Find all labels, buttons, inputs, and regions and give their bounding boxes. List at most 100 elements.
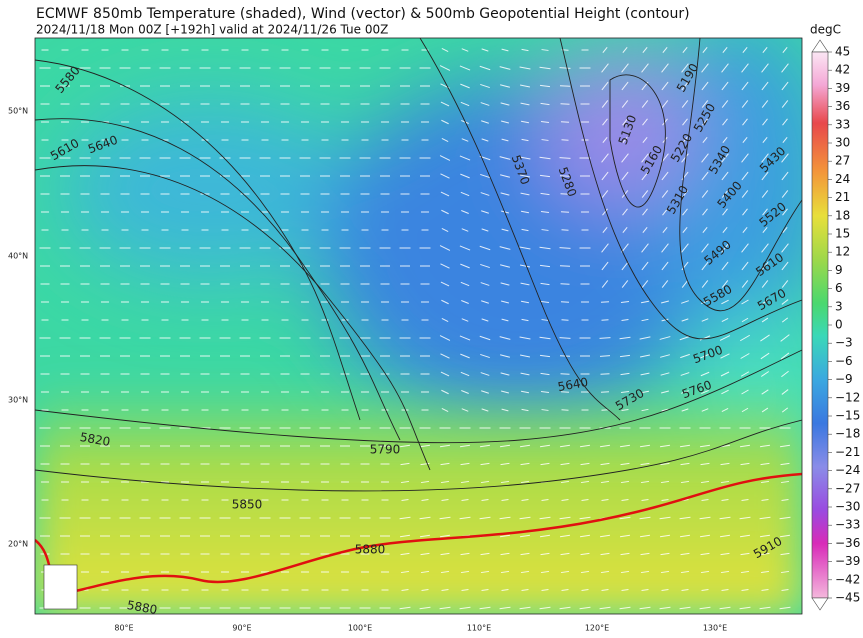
wind-vector bbox=[720, 552, 730, 556]
wind-vector bbox=[480, 192, 490, 196]
wind-vector bbox=[780, 570, 790, 574]
wind-vector bbox=[640, 390, 650, 394]
wind-vector bbox=[781, 499, 789, 501]
wind-vector bbox=[601, 261, 609, 271]
wind-vector bbox=[781, 407, 789, 413]
wind-vector bbox=[661, 589, 669, 591]
wind-vector bbox=[662, 226, 668, 234]
colorbar-label: 21 bbox=[835, 190, 850, 204]
wind-vector bbox=[641, 243, 649, 253]
wind-vector bbox=[741, 389, 749, 395]
wind-vector bbox=[599, 355, 611, 357]
wind-vector bbox=[699, 534, 711, 538]
wind-vector bbox=[742, 208, 748, 216]
wind-vector bbox=[541, 409, 549, 411]
wind-vector bbox=[441, 299, 449, 305]
wind-vector bbox=[579, 444, 591, 448]
wind-vector bbox=[779, 444, 791, 448]
wind-vector bbox=[539, 516, 551, 520]
wind-vector bbox=[741, 261, 749, 271]
wind-vector bbox=[741, 81, 749, 91]
wind-vector bbox=[659, 534, 671, 538]
colorbar-label: 36 bbox=[835, 99, 850, 113]
wind-vector bbox=[440, 101, 450, 107]
wind-vector bbox=[702, 208, 708, 216]
wind-vector bbox=[621, 261, 629, 271]
colorbar-label: −36 bbox=[835, 536, 860, 550]
wind-vector bbox=[741, 499, 749, 501]
wind-vector bbox=[500, 570, 510, 574]
wind-vector bbox=[741, 190, 749, 198]
wind-vector bbox=[520, 282, 530, 286]
wind-vector bbox=[621, 63, 629, 73]
wind-vector bbox=[681, 190, 689, 198]
wind-vector bbox=[680, 353, 690, 359]
wind-vector bbox=[481, 318, 489, 322]
wind-vector bbox=[739, 534, 751, 538]
wind-vector bbox=[501, 408, 509, 412]
wind-vector bbox=[541, 589, 549, 591]
lon-label: 130°E bbox=[703, 624, 727, 633]
wind-vector bbox=[701, 171, 709, 181]
wind-vector bbox=[399, 444, 411, 448]
wind-vector bbox=[440, 281, 450, 287]
wind-vector bbox=[480, 480, 490, 484]
colorbar-label: 24 bbox=[835, 172, 850, 186]
wind-vector bbox=[742, 226, 748, 234]
colorbar-labels: 4542393633302724211815129630−3−6−9−12−15… bbox=[828, 45, 860, 605]
wind-vector bbox=[620, 300, 630, 304]
wind-vector bbox=[781, 243, 789, 253]
wind-vector bbox=[662, 208, 668, 216]
wind-vector bbox=[661, 318, 669, 322]
wind-vector bbox=[399, 534, 411, 538]
wind-vector bbox=[660, 480, 670, 484]
wind-vector bbox=[559, 337, 571, 339]
wind-vector bbox=[681, 81, 689, 91]
wind-vector bbox=[539, 246, 551, 250]
wind-vector bbox=[699, 516, 711, 520]
wind-vector bbox=[641, 171, 649, 181]
lon-label: 90°E bbox=[232, 624, 251, 633]
colorbar-cap-bottom bbox=[811, 597, 829, 611]
wind-vector bbox=[701, 280, 709, 288]
wind-vector bbox=[520, 570, 530, 574]
wind-vector bbox=[742, 136, 748, 144]
wind-vector bbox=[459, 65, 471, 71]
wind-vector bbox=[500, 282, 510, 286]
wind-vector bbox=[480, 353, 490, 359]
wind-vector bbox=[719, 444, 731, 448]
wind-vector bbox=[479, 516, 491, 520]
wind-vector bbox=[421, 499, 429, 501]
wind-vector bbox=[441, 318, 449, 322]
wind-vector bbox=[480, 570, 490, 574]
wind-vector bbox=[761, 81, 769, 91]
wind-vector bbox=[779, 606, 791, 610]
wind-vector bbox=[602, 46, 608, 54]
wind-vector bbox=[439, 155, 451, 161]
lon-label: 110°E bbox=[467, 624, 491, 633]
wind-vector bbox=[401, 499, 409, 501]
wind-vector bbox=[539, 156, 551, 160]
wind-vector bbox=[602, 136, 608, 144]
wind-vector bbox=[701, 81, 709, 91]
colorbar-label: 3 bbox=[835, 299, 843, 313]
wind-vector bbox=[519, 156, 531, 160]
wind-vector bbox=[741, 589, 749, 591]
wind-vector bbox=[539, 84, 551, 88]
wind-vector bbox=[539, 606, 551, 610]
wind-vector bbox=[441, 589, 449, 591]
wind-vector bbox=[601, 63, 609, 73]
wind-vector bbox=[499, 444, 511, 448]
wind-vector bbox=[642, 46, 648, 54]
wind-vector bbox=[440, 263, 450, 269]
contour-5880 bbox=[35, 472, 802, 593]
wind-vector bbox=[580, 462, 590, 466]
wind-vector bbox=[521, 408, 529, 412]
wind-vector bbox=[621, 499, 629, 501]
wind-vector bbox=[642, 136, 648, 144]
wind-vector bbox=[741, 171, 749, 181]
wind-vector bbox=[781, 63, 789, 73]
wind-vector bbox=[781, 100, 789, 108]
wind-vector bbox=[740, 353, 750, 359]
